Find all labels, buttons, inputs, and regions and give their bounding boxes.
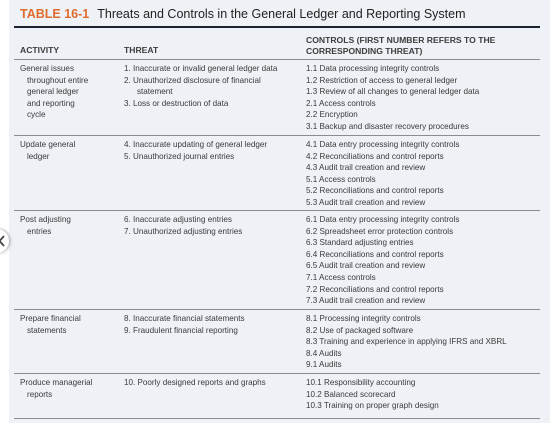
- table-row-controls: 1.1 Data processing integrity controls 1…: [306, 63, 540, 133]
- control-item: 3.1 Backup and disaster recovery procedu…: [306, 121, 469, 131]
- threat-item: 3. Loss or destruction of data: [124, 98, 229, 108]
- title-rule: [14, 26, 540, 28]
- control-item: 1.1 Data processing integrity controls: [306, 64, 440, 73]
- threat-item: 6. Inaccurate adjusting entries: [124, 215, 232, 224]
- table-row-activity: Post adjusting entries: [20, 214, 104, 237]
- threat-item: 7. Unauthorized adjusting entries: [124, 226, 243, 236]
- control-item: 8.4 Audits: [306, 348, 342, 358]
- threat-item: 1. Inaccurate or invalid general ledger …: [124, 64, 278, 73]
- activity-line: Post adjusting: [20, 215, 71, 224]
- table-row-threats: 4. Inaccurate updating of general ledger…: [124, 139, 296, 162]
- activity-line: throughout entire: [27, 75, 89, 85]
- table-row-threats: 6. Inaccurate adjusting entries 7. Unaut…: [124, 214, 296, 237]
- row-divider: [14, 135, 540, 136]
- header-controls: CONTROLS (FIRST NUMBER REFERS TO THE COR…: [306, 35, 495, 56]
- expand-collapse-handle[interactable]: [0, 229, 9, 253]
- control-item: 10.1 Responsibility accounting: [306, 378, 416, 387]
- table-row-controls: 8.1 Processing integrity controls 8.2 Us…: [306, 313, 540, 371]
- control-item: 5.3 Audit trail creation and review: [306, 197, 426, 207]
- row-divider: [14, 309, 540, 310]
- activity-line: and reporting: [27, 98, 75, 108]
- control-item: 7.1 Access controls: [306, 272, 376, 282]
- activity-line: statements: [27, 325, 67, 335]
- header-controls-line2: CORRESPONDING THREAT): [306, 45, 423, 56]
- control-item: 6.1 Data entry processing integrity cont…: [306, 215, 460, 224]
- threat-item: 9. Fraudulent financial reporting: [124, 325, 238, 335]
- activity-line: general ledger: [27, 87, 79, 97]
- control-item: 7.2 Reconciliations and control reports: [306, 284, 444, 294]
- activity-line: Produce managerial: [20, 378, 93, 387]
- table-row-controls: 6.1 Data entry processing integrity cont…: [306, 214, 540, 307]
- bottom-rule: [14, 418, 540, 419]
- header-threat: THREAT: [124, 45, 159, 55]
- control-item: 8.3 Training and experience in applying …: [306, 337, 507, 347]
- table-row-activity: Update general ledger: [20, 139, 104, 162]
- threat-item: 4. Inaccurate updating of general ledger: [124, 140, 268, 149]
- table-row-activity: Produce managerial reports: [20, 377, 104, 400]
- control-item: 5.2 Reconciliations and control reports: [306, 186, 444, 196]
- control-item: 1.3 Review of all changes to general led…: [306, 87, 480, 97]
- control-item: 2.1 Access controls: [306, 98, 376, 108]
- table-row-threats: 1. Inaccurate or invalid general ledger …: [124, 63, 296, 109]
- header-controls-line1: CONTROLS (FIRST NUMBER REFERS TO THE: [306, 35, 496, 45]
- control-item: 7.3 Audit trail creation and review: [306, 296, 426, 306]
- control-item: 10.2 Balanced scorecard: [306, 389, 396, 399]
- table-title-text: Threats and Controls in the General Ledg…: [97, 7, 466, 21]
- control-item: 8.2 Use of packaged software: [306, 325, 414, 335]
- control-item: 4.3 Audit trail creation and review: [306, 163, 426, 173]
- control-item: 4.1 Data entry processing integrity cont…: [306, 140, 460, 149]
- header-rule: [14, 59, 540, 60]
- table-title: TABLE 16-1 Threats and Controls in the Ge…: [20, 7, 466, 21]
- control-item: 6.3 Standard adjusting entries: [306, 238, 414, 248]
- control-item: 8.1 Processing integrity controls: [306, 314, 421, 323]
- row-divider: [14, 210, 540, 211]
- control-item: 6.4 Reconciliations and control reports: [306, 249, 444, 259]
- activity-line: ledger: [27, 151, 50, 161]
- threat-item: 5. Unauthorized journal entries: [124, 151, 235, 161]
- control-item: 6.2 Spreadsheet error protection control…: [306, 226, 454, 236]
- threat-item: 10. Poorly designed reports and graphs: [124, 378, 266, 387]
- chevron-left-icon: [0, 235, 5, 247]
- table-frame: [9, 0, 550, 423]
- table-row-controls: 10.1 Responsibility accounting 10.2 Bala…: [306, 377, 540, 412]
- control-item: 10.3 Training on proper graph design: [306, 401, 439, 411]
- activity-line: reports: [27, 389, 53, 399]
- activity-line: cycle: [27, 110, 46, 120]
- control-item: 6.5 Audit trail creation and review: [306, 261, 426, 271]
- control-item: 2.2 Encryption: [306, 110, 358, 120]
- activity-line: Update general: [20, 140, 76, 149]
- table-row-controls: 4.1 Data entry processing integrity cont…: [306, 139, 540, 209]
- threat-item: 2. Unauthorized disclosure of financial …: [124, 75, 261, 97]
- control-item: 5.1 Access controls: [306, 174, 376, 184]
- table-number: TABLE 16-1: [20, 7, 90, 21]
- activity-line: entries: [27, 226, 52, 236]
- row-divider: [14, 373, 540, 374]
- activity-line: Prepare financial: [20, 314, 81, 323]
- activity-line: General issues: [20, 64, 74, 73]
- control-item: 1.2 Restriction of access to general led…: [306, 75, 458, 85]
- header-activity: ACTIVITY: [20, 45, 60, 55]
- table-row-activity: Prepare financial statements: [20, 313, 104, 336]
- table-row-threats: 10. Poorly designed reports and graphs: [124, 377, 296, 389]
- threat-item: 8. Inaccurate financial statements: [124, 314, 245, 323]
- control-item: 9.1 Audits: [306, 360, 342, 370]
- table-row-threats: 8. Inaccurate financial statements 9. Fr…: [124, 313, 296, 336]
- control-item: 4.2 Reconciliations and control reports: [306, 151, 444, 161]
- table-row-activity: General issues throughout entire general…: [20, 63, 104, 121]
